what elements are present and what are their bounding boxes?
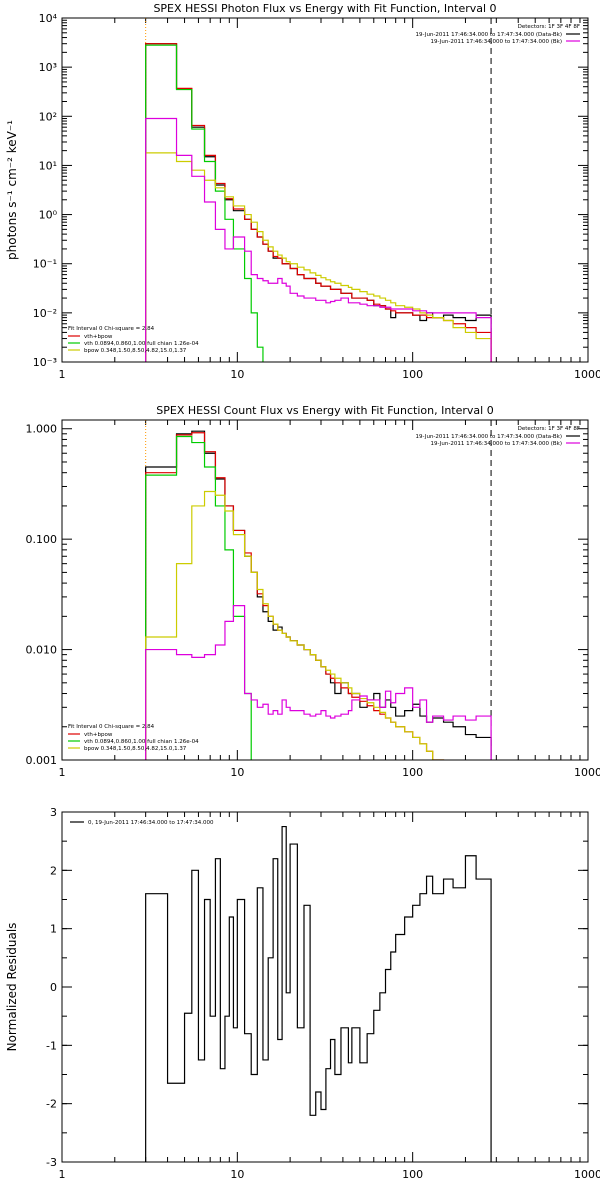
y-tick-label: 0 — [50, 981, 57, 994]
chart-title: SPEX HESSI Photon Flux vs Energy with Fi… — [153, 2, 496, 15]
legend-right-entry: 19-Jun-2011 17:46:34.000 to 17:47:34.000… — [416, 32, 562, 38]
legend-fit-entry: bpow 0.348,1.50,8.50,4.82,15.0,1.37 — [84, 746, 187, 752]
x-tick-label: 1000 — [574, 1168, 600, 1181]
x-tick-label: 1000 — [574, 368, 600, 381]
series-sum-line — [145, 825, 492, 1162]
photon-flux-chart: SPEX HESSI Photon Flux vs Energy with Fi… — [5, 2, 600, 381]
y-tick-label: 10¹ — [39, 159, 57, 172]
y-tick-label: 10⁻² — [33, 307, 57, 320]
legend-right-entry: 19-Jun-2011 17:46:34.000 to 17:47:34.000… — [430, 441, 562, 447]
legend-fit-entry: vth 0.0894,0.860,1.00 full chian 1.26e-0… — [84, 341, 199, 347]
y-tick-label: 2 — [50, 864, 57, 877]
x-tick-label: 100 — [402, 368, 423, 381]
series-vth-line — [145, 44, 264, 362]
x-tick-label: 100 — [402, 766, 423, 779]
series-vth_sum-line — [145, 432, 445, 760]
series-vth_sum-line — [145, 43, 492, 362]
series-bkg-line — [145, 117, 492, 362]
legend-fit-entry: vth+bpow — [84, 334, 113, 340]
series-bpow-line — [145, 152, 492, 362]
y-tick-label: 10⁻³ — [33, 356, 57, 369]
plot-frame — [61, 811, 589, 1163]
legend-fit-header: Fit Interval 0 Chi-square = 2.84 — [68, 326, 155, 332]
y-tick-label: 10⁰ — [39, 209, 58, 222]
series-group — [145, 825, 492, 1162]
y-tick-label: -3 — [46, 1156, 57, 1169]
series-vth-line — [145, 435, 252, 760]
series-group — [145, 43, 492, 362]
legend-fit-entry: vth 0.0894,0.860,1.00 full chian 1.26e-0… — [84, 739, 199, 745]
series-bkg-line — [145, 605, 492, 760]
y-tick-label: 0.001 — [26, 754, 58, 767]
legend-right-entry: 19-Jun-2011 17:46:34.000 to 17:47:34.000… — [430, 39, 562, 45]
legend-fit-entry: bpow 0.348,1.50,8.50,4.82,15.0,1.37 — [84, 348, 187, 354]
x-tick-label: 1 — [59, 368, 66, 381]
x-tick-label: 100 — [402, 1168, 423, 1181]
legend-fit-entry: vth+bpow — [84, 732, 113, 738]
y-tick-label: -2 — [46, 1098, 57, 1111]
y-tick-label: 1.000 — [26, 423, 58, 436]
y-axis-label: Normalized Residuals — [5, 923, 19, 1052]
series-bpow-line — [145, 490, 445, 760]
residuals-chart: 1 10 100 1000 -3 -2 -1 0 1 2 3 Normalized Residuals… — [5, 806, 600, 1181]
legend-right-entry: 19-Jun-2011 17:46:34.000 to 17:47:34.000… — [416, 434, 562, 440]
plot-frame — [61, 419, 589, 761]
y-tick-label: 0.010 — [26, 644, 58, 657]
legend-detectors-header: Detectors: 1F 3F 4F 8F — [518, 426, 580, 432]
y-tick-label: -1 — [46, 1039, 57, 1052]
x-tick-label: 1 — [59, 766, 66, 779]
plot-frame — [61, 17, 589, 363]
series-sum-line — [145, 43, 492, 362]
y-tick-label: 10⁻¹ — [33, 258, 57, 271]
legend-fit-header: Fit Interval 0 Chi-square = 2.84 — [68, 724, 155, 730]
chart-title: SPEX HESSI Count Flux vs Energy with Fit… — [156, 404, 493, 417]
legend-residual-entry: 0, 19-Jun-2011 17:46:34.000 to 17:47:34.… — [88, 820, 214, 826]
y-tick-label: 10³ — [39, 61, 57, 74]
y-axis-label: photons s⁻¹ cm⁻² keV⁻¹ — [5, 120, 19, 260]
y-tick-label: 0.100 — [26, 533, 58, 546]
y-tick-label: 10⁴ — [39, 12, 58, 25]
series-sum-line — [145, 430, 492, 760]
legend-detectors-header: Detectors: 1F 3F 4F 8F — [518, 24, 580, 30]
x-tick-label: 1000 — [574, 766, 600, 779]
series-group — [145, 430, 492, 760]
x-tick-label: 1 — [59, 1168, 66, 1181]
count-flux-chart: SPEX HESSI Count Flux vs Energy with Fit… — [26, 404, 600, 779]
x-tick-label: 10 — [230, 766, 244, 779]
x-tick-label: 10 — [230, 1168, 244, 1181]
y-tick-label: 10² — [39, 110, 57, 123]
y-tick-label: 3 — [50, 806, 57, 819]
y-tick-label: 1 — [50, 923, 57, 936]
x-tick-label: 10 — [230, 368, 244, 381]
